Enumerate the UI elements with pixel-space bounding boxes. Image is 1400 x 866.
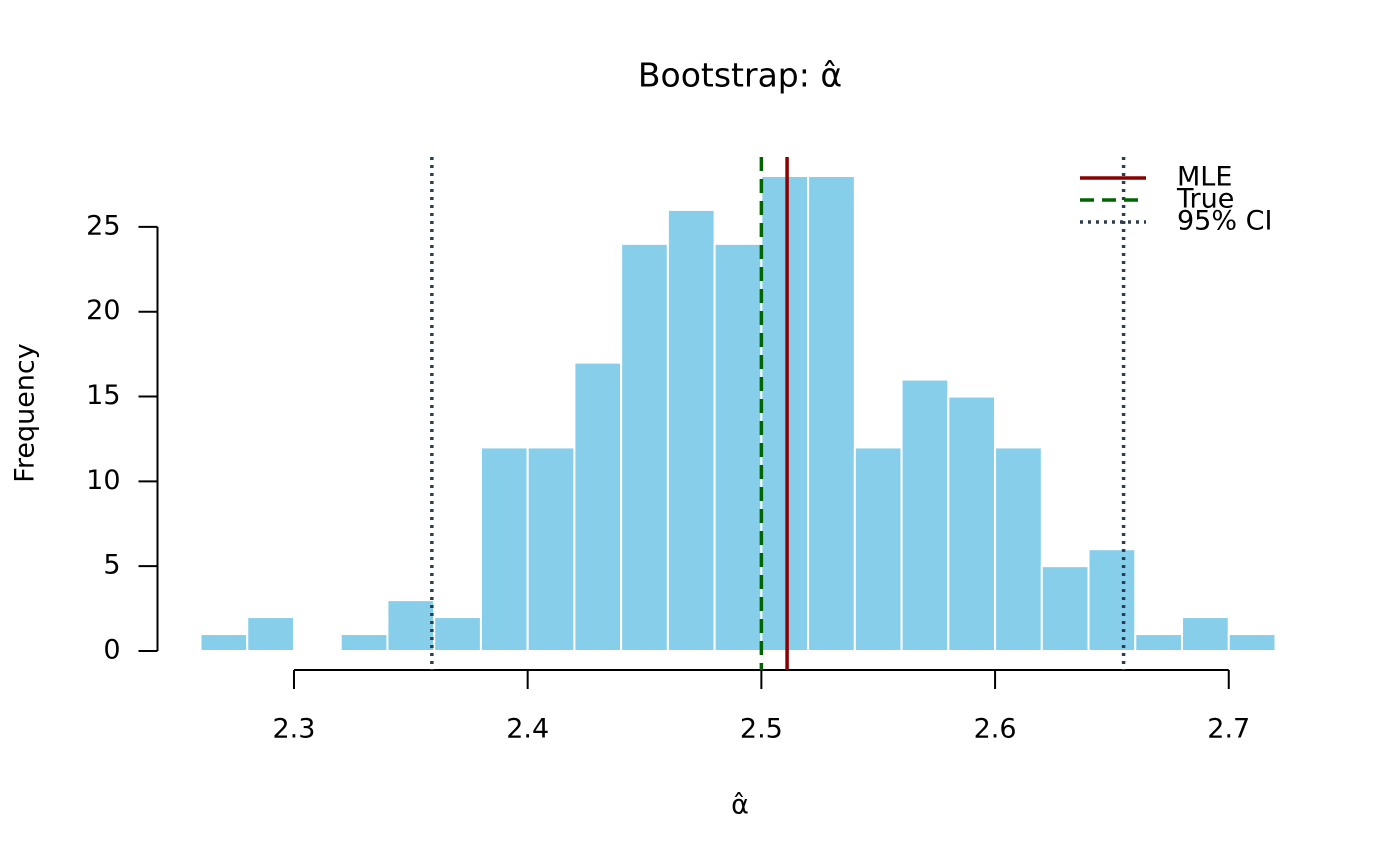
y-tick-label: 5	[103, 550, 120, 581]
legend-label: 95% CI	[1177, 206, 1272, 237]
bar	[479, 446, 529, 652]
bar	[853, 446, 903, 652]
bar	[760, 175, 810, 652]
x-tick-label: 2.3	[273, 714, 316, 745]
chart-title: Bootstrap: α̂	[638, 56, 842, 95]
y-axis-label: Frequency	[10, 343, 41, 483]
legend-label: True	[1176, 184, 1234, 215]
x-tick-label: 2.6	[974, 714, 1017, 745]
bar	[339, 633, 389, 652]
bar	[1040, 565, 1090, 653]
legend-label: MLE	[1177, 162, 1232, 193]
y-tick-label: 10	[86, 465, 120, 496]
bar	[386, 599, 436, 652]
bar	[620, 242, 669, 652]
y-tick-label: 15	[86, 380, 120, 411]
bar	[433, 616, 482, 652]
bar	[246, 616, 295, 652]
x-tick-label: 2.7	[1207, 714, 1250, 745]
y-tick-label: 0	[103, 635, 120, 666]
bar	[807, 175, 856, 652]
bar	[573, 361, 623, 652]
bar	[526, 446, 576, 652]
x-tick-label: 2.4	[506, 714, 549, 745]
bar	[947, 395, 997, 652]
bar	[1087, 548, 1137, 653]
y-tick-label: 25	[86, 210, 120, 241]
x-axis-label: α̂	[731, 790, 749, 821]
bar	[1181, 616, 1230, 652]
x-tick-label: 2.5	[740, 714, 783, 745]
y-tick-label: 20	[86, 295, 120, 326]
bar	[900, 378, 950, 652]
bar	[1134, 633, 1184, 652]
bar	[1227, 633, 1277, 652]
bar	[199, 633, 249, 652]
bar	[713, 242, 763, 652]
bar	[994, 446, 1043, 652]
bar	[666, 208, 716, 653]
